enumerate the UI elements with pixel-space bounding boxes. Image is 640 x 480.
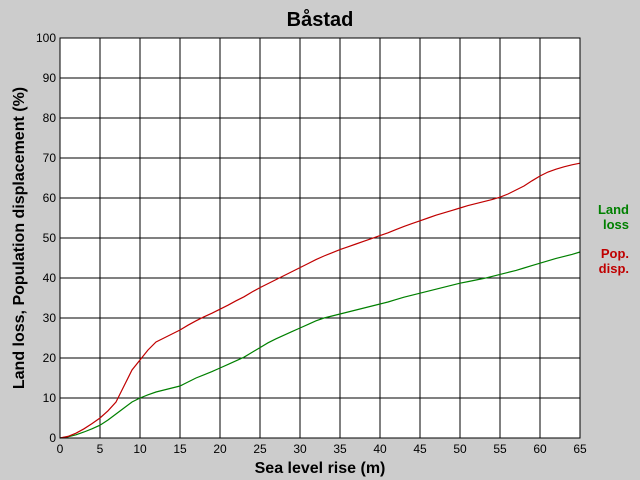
x-tick-label: 0 (57, 442, 64, 456)
legend-label-1: disp. (599, 261, 629, 276)
plot-border (59, 37, 581, 439)
y-tick-label: 30 (43, 311, 57, 325)
x-tick-label: 15 (173, 442, 187, 456)
x-tick-label: 10 (133, 442, 147, 456)
y-tick-label: 80 (43, 111, 57, 125)
x-tick-label: 60 (533, 442, 547, 456)
y-tick-label: 90 (43, 71, 57, 85)
x-tick-label: 25 (253, 442, 267, 456)
x-tick-label: 30 (293, 442, 307, 456)
y-tick-label: 70 (43, 151, 57, 165)
x-axis-label: Sea level rise (m) (255, 460, 386, 477)
y-tick-label: 0 (49, 431, 56, 445)
x-tick-label: 65 (573, 442, 587, 456)
y-axis-label: Land loss, Population displacement (%) (11, 87, 28, 389)
y-tick-labels: 0 10 20 30 40 50 60 70 80 90 100 (36, 31, 56, 445)
legend-label-0: loss (603, 217, 629, 232)
x-tick-label: 50 (453, 442, 467, 456)
x-tick-label: 20 (213, 442, 227, 456)
chart-title: Båstad (287, 8, 354, 31)
series-group (59, 162, 581, 439)
x-tick-label: 35 (333, 442, 347, 456)
y-tick-label: 100 (36, 31, 56, 45)
x-tick-label: 40 (373, 442, 387, 456)
legend-label-0: Land (598, 202, 629, 217)
x-tick-labels: 0 5 10 15 20 25 30 35 40 45 50 55 60 65 (57, 442, 587, 456)
legend-label-1: Pop. (601, 246, 629, 261)
x-tick-label: 45 (413, 442, 427, 456)
y-tick-label: 40 (43, 271, 57, 285)
y-tick-label: 50 (43, 231, 57, 245)
series-line-1 (59, 162, 581, 439)
y-tick-label: 60 (43, 191, 57, 205)
y-tick-label: 20 (43, 351, 57, 365)
x-tick-label: 55 (493, 442, 507, 456)
y-tick-label: 10 (43, 391, 57, 405)
x-tick-label: 5 (97, 442, 104, 456)
series-line-0 (59, 251, 581, 439)
